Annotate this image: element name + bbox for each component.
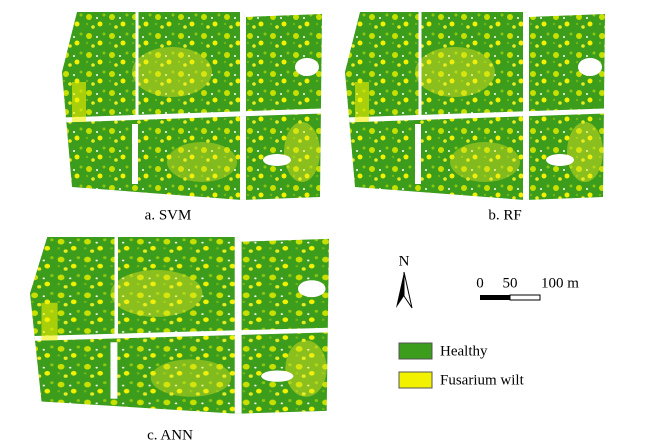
north-arrow <box>396 272 404 308</box>
panel-caption: c. ANN <box>147 427 193 443</box>
map-ann <box>30 237 329 416</box>
map-svm <box>62 12 322 202</box>
panel-caption: a. SVM <box>145 207 192 223</box>
scale-label: 0 <box>476 275 484 291</box>
map-rf <box>345 12 605 202</box>
legend-label: Healthy <box>440 343 488 359</box>
panel-caption: b. RF <box>488 207 521 223</box>
figure: a. SVM b. RF c. ANN N 0 50 100 m Healthy… <box>0 0 667 445</box>
legend-label: Fusarium wilt <box>440 372 525 388</box>
scale-bar <box>510 295 540 300</box>
scale-label: 50 <box>503 275 518 291</box>
legend-swatch <box>399 343 432 359</box>
scale-label: 100 m <box>541 275 579 291</box>
scale-bar <box>480 295 510 300</box>
north-label: N <box>399 253 410 269</box>
legend-swatch <box>399 372 432 388</box>
north-arrow <box>404 272 412 308</box>
